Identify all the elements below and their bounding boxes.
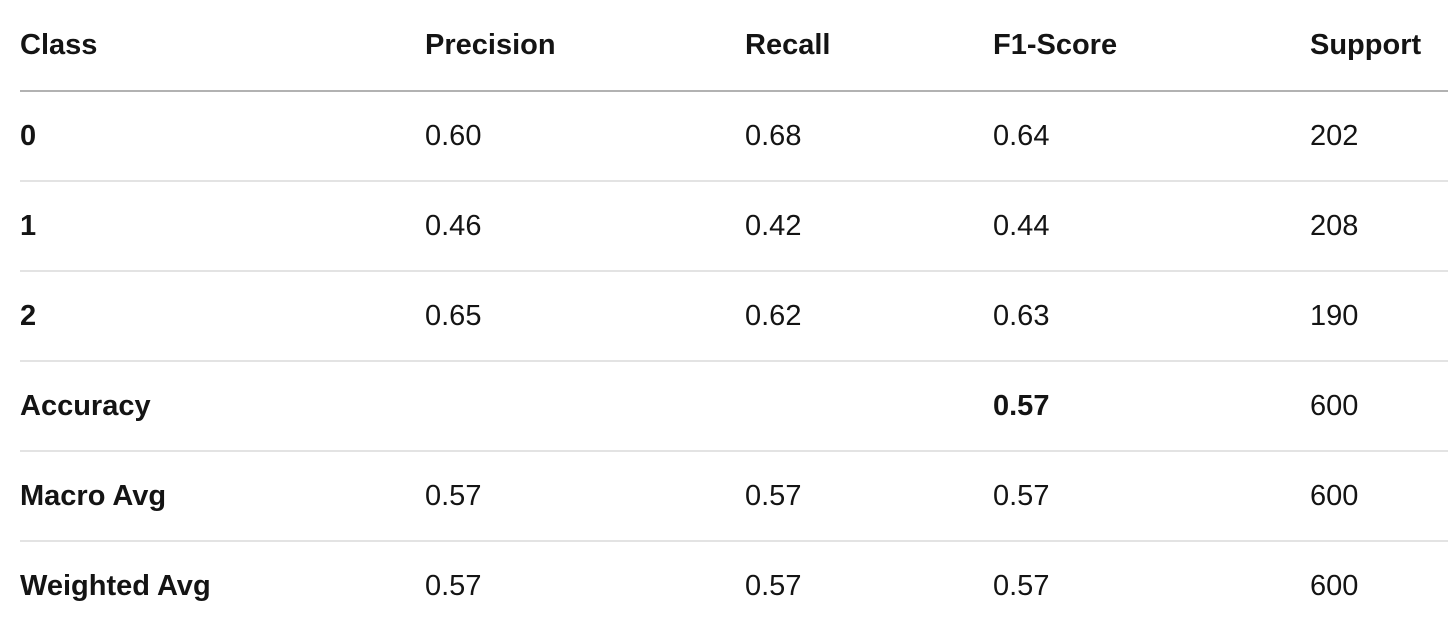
table-row-class-1: 1 0.46 0.42 0.44 208: [20, 181, 1448, 272]
column-header-precision: Precision: [425, 0, 745, 92]
cell-recall: 0.57: [745, 570, 802, 602]
cell-support: 190: [1310, 271, 1448, 362]
cell-support: 600: [1310, 451, 1448, 542]
cell-precision: 0.57: [425, 451, 745, 542]
table-row-accuracy: Accuracy 0.57 600: [20, 361, 1448, 452]
cell-class: Macro Avg: [20, 451, 425, 542]
classification-report-table: Class Precision Recall F1-Score Support …: [20, 0, 1448, 630]
cell-recall: 0.57: [745, 451, 993, 542]
cell-class: 2: [20, 271, 425, 362]
table-row-macro-avg: Macro Avg 0.57 0.57 0.57 600: [20, 451, 1448, 542]
cell-f1-score: 0.57: [993, 361, 1310, 452]
cell-support: 208: [1310, 181, 1448, 272]
cell-precision: 0.57: [425, 570, 482, 602]
cell-class: 1: [20, 181, 425, 272]
column-header-support: Support: [1310, 0, 1448, 92]
table-row-weighted-avg: Weighted Avg 0.57 0.57 0.57 600: [20, 541, 1448, 630]
column-header-recall: Recall: [745, 0, 993, 92]
column-header-class: Class: [20, 0, 425, 92]
cell-precision: 0.60: [425, 91, 745, 182]
cell-support: 600: [1310, 361, 1448, 452]
cell-recall: [745, 361, 993, 452]
cell-f1-score: 0.57: [993, 451, 1310, 542]
cell-support: 600: [1310, 570, 1359, 602]
cell-f1-score: 0.57: [993, 570, 1050, 602]
cell-precision: 0.46: [425, 181, 745, 272]
cell-class: Weighted Avg: [20, 570, 211, 602]
cell-f1-score: 0.63: [993, 271, 1310, 362]
cell-recall: 0.68: [745, 91, 993, 182]
cell-recall: 0.62: [745, 271, 993, 362]
cell-f1-score: 0.44: [993, 181, 1310, 272]
cell-recall: 0.42: [745, 181, 993, 272]
table-row-class-0: 0 0.60 0.68 0.64 202: [20, 91, 1448, 182]
cell-support: 202: [1310, 91, 1448, 182]
cell-precision: 0.65: [425, 271, 745, 362]
header-row: Class Precision Recall F1-Score Support: [20, 0, 1448, 92]
cell-class: Accuracy: [20, 361, 425, 452]
cell-precision: [425, 361, 745, 452]
column-header-f1-score: F1-Score: [993, 0, 1310, 92]
cell-class: 0: [20, 91, 425, 182]
table-row-class-2: 2 0.65 0.62 0.63 190: [20, 271, 1448, 362]
cell-f1-score: 0.64: [993, 91, 1310, 182]
